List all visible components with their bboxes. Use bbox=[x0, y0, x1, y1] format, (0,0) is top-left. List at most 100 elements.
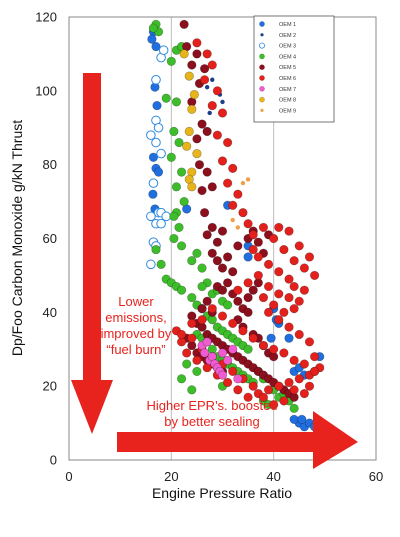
data-point bbox=[245, 177, 251, 182]
data-point bbox=[189, 89, 199, 100]
data-point bbox=[279, 307, 289, 317]
data-point bbox=[263, 259, 274, 269]
data-point bbox=[197, 119, 207, 129]
data-point bbox=[284, 274, 294, 284]
data-point bbox=[284, 226, 294, 236]
data-point bbox=[294, 329, 304, 340]
data-point bbox=[151, 244, 161, 255]
data-point bbox=[263, 281, 274, 292]
data-point bbox=[238, 208, 248, 218]
data-point bbox=[192, 38, 202, 48]
data-point bbox=[182, 348, 192, 358]
legend-marker bbox=[259, 64, 265, 70]
data-point bbox=[223, 278, 233, 288]
data-point bbox=[228, 344, 238, 354]
x-tick-label: 40 bbox=[266, 469, 280, 484]
data-point bbox=[228, 200, 238, 210]
data-point bbox=[284, 322, 294, 332]
data-point bbox=[299, 388, 309, 399]
data-point bbox=[174, 137, 184, 148]
legend-marker bbox=[260, 33, 264, 37]
data-point bbox=[202, 296, 212, 306]
data-point bbox=[169, 211, 179, 221]
data-point bbox=[258, 392, 269, 402]
data-point bbox=[294, 296, 304, 306]
data-point bbox=[266, 333, 276, 343]
data-point bbox=[187, 292, 197, 303]
data-point bbox=[158, 45, 169, 56]
data-point bbox=[204, 84, 210, 90]
data-point bbox=[284, 292, 294, 303]
data-point bbox=[176, 285, 187, 295]
annotation-line: improved by bbox=[101, 326, 172, 341]
data-point bbox=[153, 122, 164, 133]
data-point bbox=[182, 359, 192, 369]
data-point bbox=[202, 167, 212, 177]
legend-label: OEM 6 bbox=[279, 76, 296, 82]
data-point bbox=[184, 71, 194, 81]
data-point bbox=[182, 141, 192, 151]
data-point bbox=[248, 285, 258, 295]
data-point bbox=[194, 160, 205, 170]
data-point bbox=[248, 381, 258, 391]
data-point bbox=[223, 377, 233, 388]
data-point bbox=[197, 315, 207, 325]
legend-label: OEM 3 bbox=[279, 44, 296, 50]
legend-marker bbox=[259, 96, 265, 103]
data-point bbox=[207, 304, 217, 314]
data-point bbox=[243, 278, 253, 288]
data-point bbox=[148, 189, 158, 199]
data-point bbox=[148, 152, 159, 162]
data-point bbox=[187, 318, 197, 329]
data-point bbox=[207, 110, 212, 116]
data-point bbox=[197, 263, 207, 273]
data-point bbox=[152, 100, 162, 111]
data-point bbox=[176, 374, 187, 384]
legend-marker bbox=[260, 108, 264, 112]
data-point bbox=[240, 180, 246, 186]
data-point bbox=[199, 348, 210, 358]
data-point bbox=[274, 222, 284, 233]
data-point bbox=[263, 307, 274, 317]
data-point bbox=[248, 333, 258, 343]
legend-label: OEM 7 bbox=[279, 87, 296, 93]
data-point bbox=[217, 263, 228, 273]
data-point bbox=[192, 134, 202, 144]
legend-marker bbox=[259, 53, 265, 60]
x-axis-title: Engine Pressure Ratio bbox=[152, 485, 292, 501]
data-point bbox=[192, 248, 202, 258]
annotation-higher-epr: Higher EPR's. boosted by better sealing bbox=[146, 398, 277, 429]
data-point bbox=[156, 218, 166, 229]
data-point bbox=[199, 64, 210, 74]
data-point bbox=[274, 315, 284, 325]
y-tick-label: 0 bbox=[50, 453, 57, 468]
legend-label: OEM 9 bbox=[279, 108, 296, 114]
data-point bbox=[217, 226, 228, 236]
data-point bbox=[197, 304, 207, 314]
data-point bbox=[243, 344, 253, 354]
data-point bbox=[179, 49, 189, 59]
legend-marker bbox=[258, 42, 265, 49]
data-point bbox=[279, 348, 289, 358]
legend-marker bbox=[259, 75, 265, 81]
data-point bbox=[148, 23, 159, 33]
data-point bbox=[310, 270, 320, 281]
data-point bbox=[151, 41, 161, 52]
data-point bbox=[207, 60, 217, 70]
data-point bbox=[217, 285, 228, 295]
data-point bbox=[235, 225, 241, 230]
data-point bbox=[202, 337, 212, 347]
data-point bbox=[233, 241, 243, 251]
data-point bbox=[233, 385, 243, 395]
data-point bbox=[192, 366, 202, 377]
data-point bbox=[233, 296, 243, 306]
data-point bbox=[166, 56, 176, 66]
data-point bbox=[176, 167, 187, 177]
data-point bbox=[174, 222, 184, 233]
plot-border bbox=[68, 16, 377, 461]
data-point bbox=[284, 377, 294, 388]
y-tick-label: 100 bbox=[35, 83, 57, 98]
data-point bbox=[289, 304, 299, 314]
data-point bbox=[274, 289, 284, 299]
data-point bbox=[153, 167, 164, 177]
